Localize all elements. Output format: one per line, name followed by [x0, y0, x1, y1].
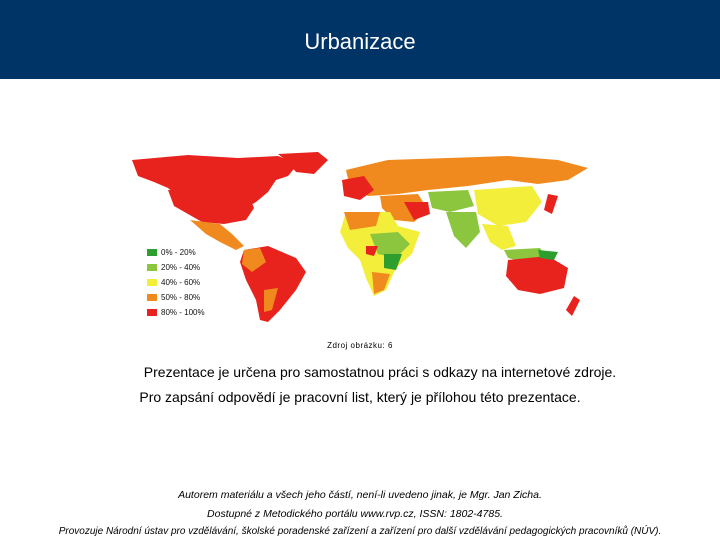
legend-swatch	[147, 279, 157, 286]
intro-text-line2: Pro zapsání odpovědí je pracovní list, k…	[139, 389, 581, 405]
image-source: Zdroj obrázku: 6	[327, 341, 393, 350]
slide-header: Urbanizace	[0, 0, 720, 79]
slide-title: Urbanizace	[304, 29, 416, 54]
intro-text-line1: Prezentace je určena pro samostatnou prá…	[143, 364, 617, 380]
legend-swatch	[147, 294, 157, 301]
credit-author: Autorem materiálu a všech jeho částí, ne…	[178, 489, 542, 501]
legend-swatch	[147, 264, 157, 271]
legend-label: 80% - 100%	[161, 308, 205, 317]
legend-swatch	[147, 309, 157, 316]
legend-label: 0% - 20%	[161, 248, 196, 257]
credit-operator: Provozuje Národní ústav pro vzdělávání, …	[58, 526, 662, 537]
urbanization-map-graphic	[132, 152, 588, 322]
legend-label: 40% - 60%	[161, 278, 201, 287]
legend-label: 20% - 40%	[161, 263, 201, 272]
credit-availability: Dostupné z Metodického portálu www.rvp.c…	[207, 508, 503, 520]
world-map-icon	[128, 150, 594, 326]
legend-swatch	[147, 249, 157, 256]
legend-label: 50% - 80%	[161, 293, 201, 302]
